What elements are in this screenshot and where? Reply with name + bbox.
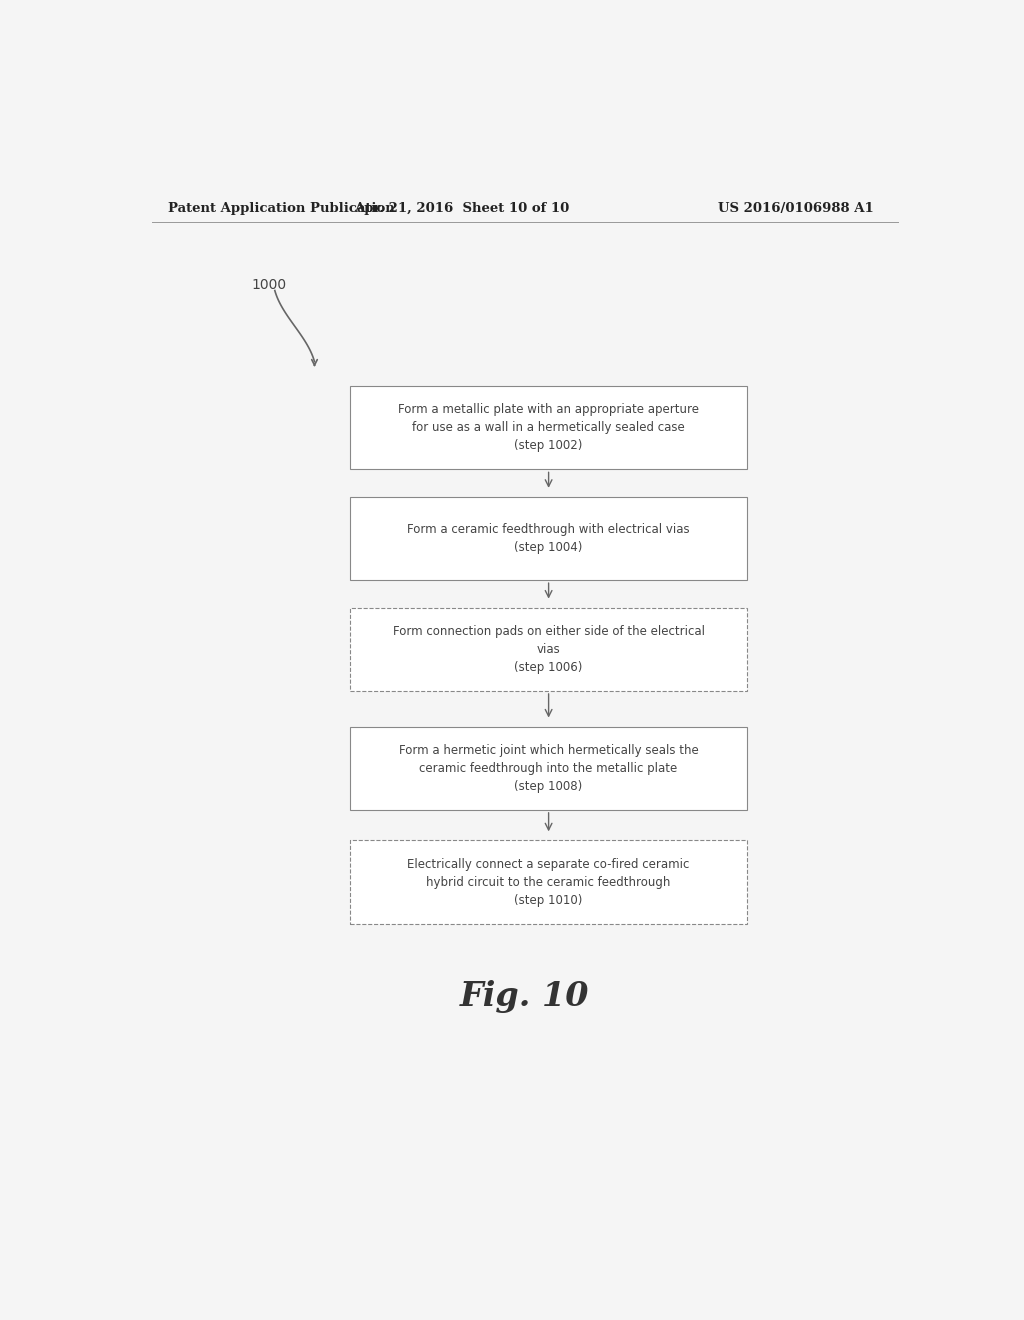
Text: Apr. 21, 2016  Sheet 10 of 10: Apr. 21, 2016 Sheet 10 of 10 xyxy=(353,202,569,215)
Text: Fig. 10: Fig. 10 xyxy=(460,981,590,1014)
Text: Form a ceramic feedthrough with electrical vias
(step 1004): Form a ceramic feedthrough with electric… xyxy=(408,523,690,554)
FancyBboxPatch shape xyxy=(350,726,748,810)
FancyBboxPatch shape xyxy=(350,496,748,581)
Text: Form a hermetic joint which hermetically seals the
ceramic feedthrough into the : Form a hermetic joint which hermetically… xyxy=(398,743,698,793)
FancyBboxPatch shape xyxy=(350,841,748,924)
Text: 1000: 1000 xyxy=(251,279,286,293)
Text: Form connection pads on either side of the electrical
vias
(step 1006): Form connection pads on either side of t… xyxy=(392,624,705,673)
Text: Electrically connect a separate co-fired ceramic
hybrid circuit to the ceramic f: Electrically connect a separate co-fired… xyxy=(408,858,690,907)
Text: US 2016/0106988 A1: US 2016/0106988 A1 xyxy=(718,202,873,215)
FancyBboxPatch shape xyxy=(350,607,748,690)
FancyBboxPatch shape xyxy=(350,385,748,470)
Text: Form a metallic plate with an appropriate aperture
for use as a wall in a hermet: Form a metallic plate with an appropriat… xyxy=(398,403,699,453)
Text: Patent Application Publication: Patent Application Publication xyxy=(168,202,394,215)
